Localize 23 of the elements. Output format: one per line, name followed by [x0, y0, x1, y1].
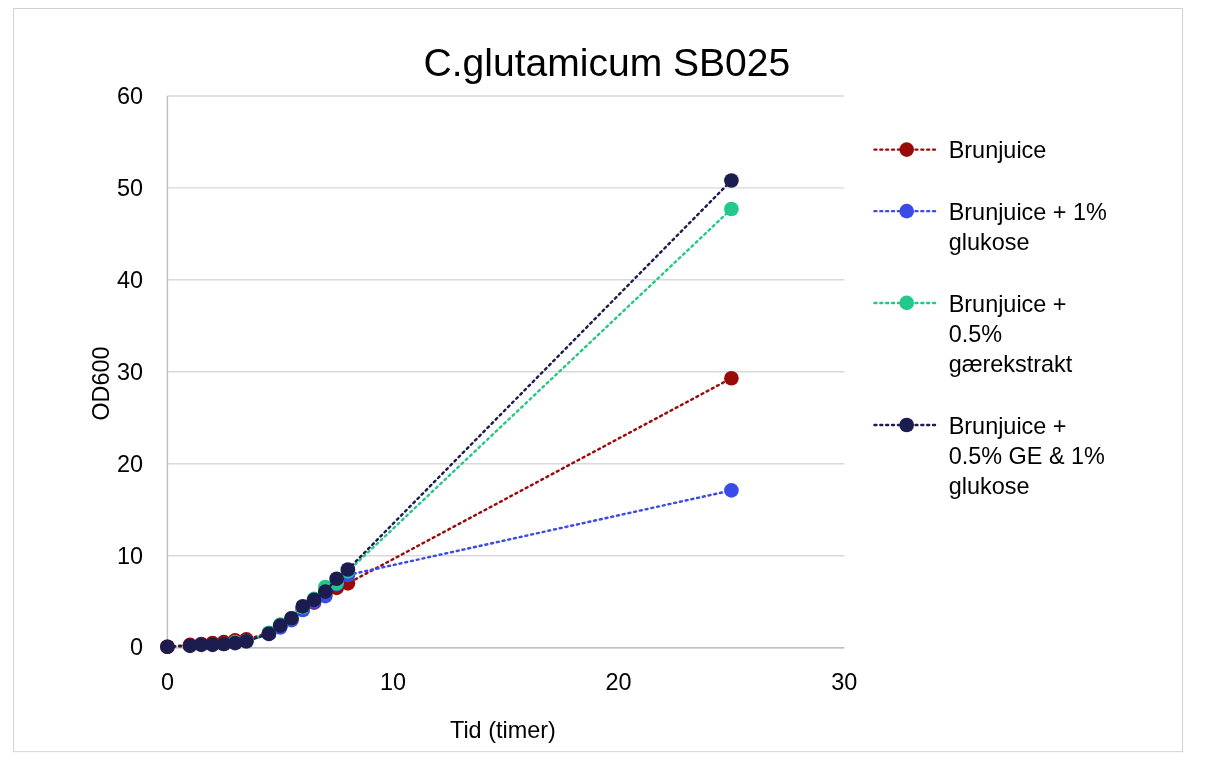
point: [724, 370, 739, 386]
y-tick-label: 60: [116, 82, 143, 109]
x-axis-title: Tid (timer): [449, 717, 556, 744]
y-tick-label: 20: [116, 450, 143, 477]
x-tick-label: 30: [831, 668, 858, 695]
x-tick-label: 0: [160, 668, 174, 695]
x-tick-label: 20: [605, 668, 632, 695]
point: [329, 571, 344, 587]
legend-label: Brunjuice + 0.5% gærekstrakt: [948, 290, 1073, 378]
y-tick-label: 10: [116, 542, 143, 569]
y-tick-label: 30: [116, 358, 143, 385]
point: [724, 173, 739, 188]
point: [724, 483, 739, 498]
y-tick-label: 0: [129, 634, 143, 661]
point: [724, 201, 739, 217]
legend-label: Brunjuice + 0.5% GE & 1% glukose: [948, 412, 1105, 500]
x-tick-label: 10: [379, 668, 407, 695]
legend-label: Brunjuice + 1% glukose: [948, 198, 1107, 256]
chart-title: C.glutamicum SB025: [423, 41, 791, 85]
legend-label: Brunjuice: [948, 137, 1047, 164]
y-tick-label: 40: [116, 266, 143, 293]
y-tick-label: 50: [116, 174, 143, 201]
y-axis-title: OD600: [87, 346, 114, 421]
